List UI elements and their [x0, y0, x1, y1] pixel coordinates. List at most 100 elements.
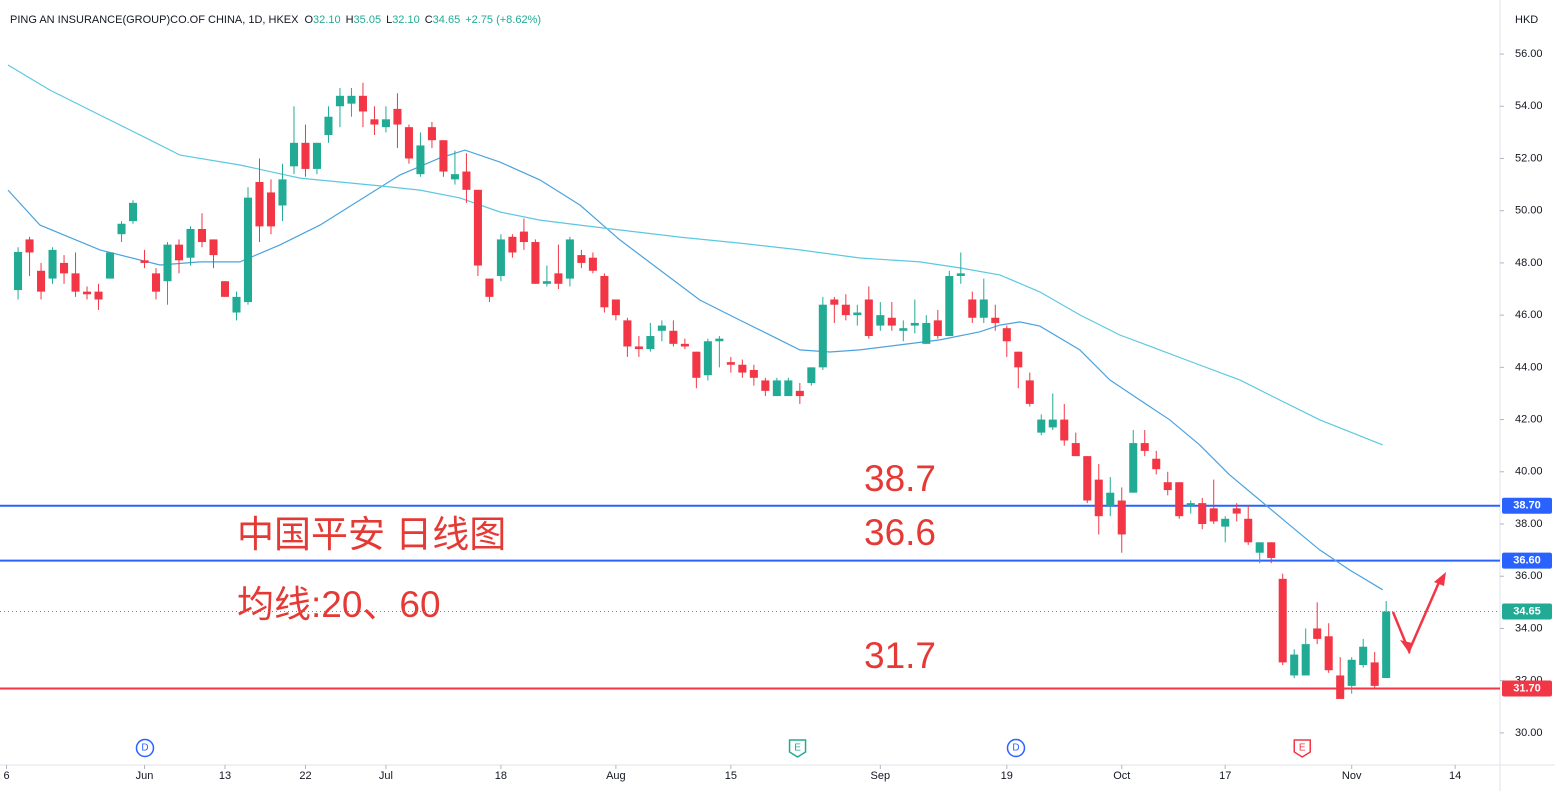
quote-label: L: [386, 14, 392, 26]
candle: [450, 150, 459, 185]
candle-body: [531, 242, 540, 284]
candle-body: [922, 322, 931, 344]
candle-body: [1175, 482, 1184, 517]
x-tick-label: 17: [1219, 770, 1231, 782]
candle: [910, 299, 919, 334]
candle: [600, 273, 609, 313]
candle-body: [71, 273, 80, 292]
candle-body: [772, 380, 781, 397]
candle: [83, 286, 92, 300]
candle-body: [795, 390, 804, 397]
candle-body: [542, 281, 551, 284]
candle: [1014, 351, 1023, 389]
candle-body: [473, 189, 482, 266]
candle: [14, 247, 23, 300]
candle-body: [106, 252, 115, 279]
candle-body: [876, 315, 885, 326]
quote-change: +2.75 (+8.62%): [465, 14, 541, 26]
candle-body: [600, 275, 609, 308]
candle-body: [1186, 503, 1195, 506]
candle: [324, 106, 333, 143]
candle: [1129, 430, 1138, 493]
candle-body: [818, 304, 827, 368]
candle: [1117, 487, 1126, 553]
candle: [37, 262, 46, 300]
event-marker: [788, 739, 807, 758]
candle-body: [554, 273, 563, 284]
event-label: D: [141, 743, 148, 754]
x-tick-label: Jun: [136, 770, 154, 782]
candle: [312, 142, 321, 175]
y-tick-label: 48.00: [1515, 257, 1543, 269]
candle-body: [680, 343, 689, 347]
candle-body: [1014, 351, 1023, 368]
candle: [565, 236, 574, 287]
x-tick-label: Jul: [379, 770, 393, 782]
candle-body: [726, 362, 735, 365]
candle-body: [186, 228, 195, 258]
candle: [128, 200, 138, 224]
candle-body: [703, 341, 712, 376]
candle-body: [404, 127, 413, 159]
candle-body: [427, 127, 436, 141]
candle: [669, 320, 678, 347]
candle-body: [393, 108, 402, 125]
candle: [726, 356, 735, 373]
candle: [393, 93, 402, 149]
candle-body: [151, 273, 161, 292]
candle: [1060, 403, 1069, 446]
candle: [220, 281, 230, 297]
candle-body: [991, 317, 1000, 323]
quote-label: C: [425, 14, 433, 26]
candle: [347, 87, 356, 117]
quote-value: 35.05: [354, 14, 382, 26]
candle: [1359, 638, 1368, 668]
candle-body: [657, 325, 666, 331]
candle-body: [1140, 443, 1149, 451]
candle-body: [462, 171, 471, 190]
candle-body: [1313, 628, 1322, 639]
candle: [243, 187, 253, 305]
candle-body: [347, 95, 356, 104]
candle-body: [1037, 419, 1046, 433]
candle: [1244, 505, 1253, 545]
annotation: 31.7: [864, 635, 936, 676]
candle-body: [1117, 500, 1126, 535]
arrow-head: [1434, 572, 1446, 586]
candle: [1370, 651, 1379, 689]
event-label: E: [794, 743, 801, 754]
candle-body: [1025, 380, 1034, 404]
candle-body: [140, 260, 149, 263]
candle: [106, 252, 115, 279]
candle-body: [381, 119, 390, 128]
candle: [1255, 542, 1264, 564]
annotation: 中国平安 日线图: [237, 514, 506, 555]
last-price-box: [1502, 603, 1552, 620]
candle: [1094, 463, 1103, 535]
candle: [416, 132, 425, 177]
candle: [657, 320, 666, 342]
candle-body: [289, 142, 298, 167]
candle: [634, 336, 643, 357]
candle: [278, 163, 287, 222]
candle-body: [1267, 542, 1276, 558]
candle: [1209, 479, 1218, 525]
price-level-box: [1502, 497, 1552, 514]
candle: [427, 121, 436, 149]
candle-body: [496, 239, 505, 276]
candle: [991, 304, 1000, 331]
y-tick-label: 44.00: [1515, 361, 1543, 373]
candle: [508, 234, 517, 258]
candle-body: [370, 119, 379, 125]
candle: [94, 283, 103, 310]
candle: [48, 247, 57, 284]
candle: [1002, 325, 1011, 357]
candle-body: [416, 145, 425, 175]
candle: [1198, 497, 1207, 530]
candle-body: [853, 312, 862, 316]
candle: [439, 140, 448, 177]
x-tick-label: 19: [1001, 770, 1013, 782]
event-marker: [1293, 739, 1311, 758]
x-tick-label: Nov: [1342, 770, 1362, 782]
candle: [485, 278, 494, 303]
